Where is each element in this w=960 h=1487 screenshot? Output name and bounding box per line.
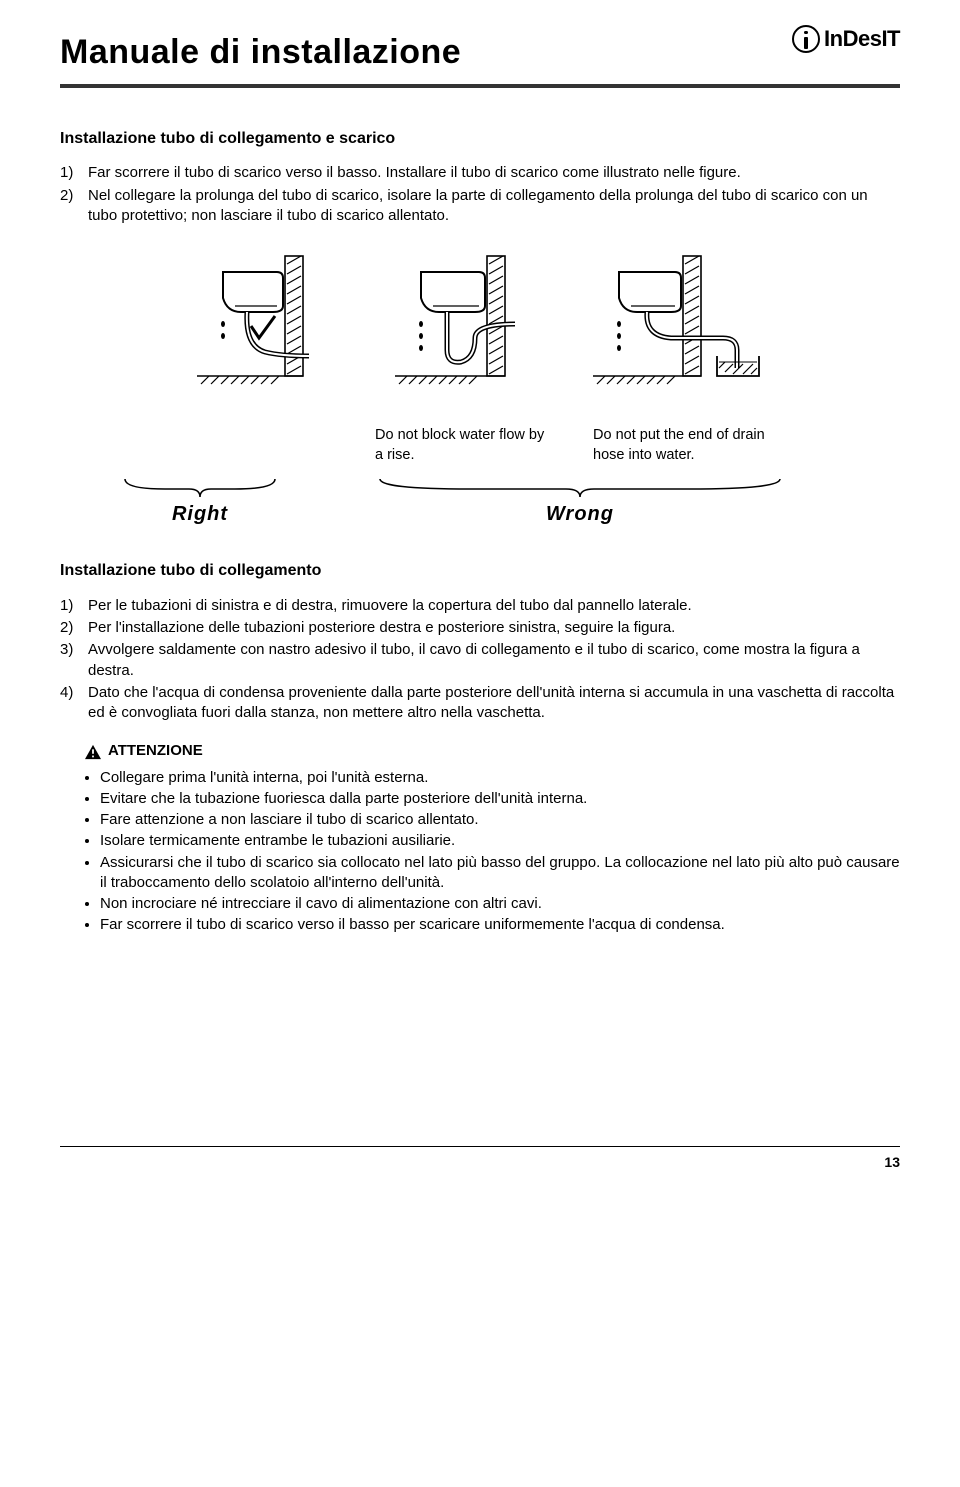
page-number: 13 (884, 1154, 900, 1170)
section2-heading: Installazione tubo di collegamento (60, 560, 900, 582)
list-item: Fare attenzione a non lasciare il tubo d… (100, 810, 900, 830)
diagram-correct-svg (177, 250, 347, 420)
brace-wrong-group: Wrong (300, 475, 860, 528)
list-item-text: Evitare che la tubazione fuoriesca dalla… (100, 790, 587, 807)
diagram-wrong-rise-svg (375, 250, 555, 420)
section2-list: 1)Per le tubazioni di sinistra e di dest… (60, 596, 900, 724)
brace-row: Right Wrong (100, 475, 860, 528)
diagram-wrong-water: Do not put the end of drain hose into wa… (583, 250, 783, 465)
list-item: 4)Dato che l'acqua di condensa provenien… (84, 683, 900, 724)
list-item-text: Nel collegare la prolunga del tubo di sc… (88, 187, 868, 224)
list-item: 1)Far scorrere il tubo di scarico verso … (84, 163, 900, 183)
list-item-text: Non incrociare né intrecciare il cavo di… (100, 895, 542, 912)
brand-logo: InDesIT (792, 24, 900, 54)
list-item: Evitare che la tubazione fuoriesca dalla… (100, 789, 900, 809)
list-item-text: Fare attenzione a non lasciare il tubo d… (100, 811, 479, 828)
brace-wrong-icon (370, 475, 790, 499)
brand-logo-icon (792, 25, 820, 53)
attention-label: ATTENZIONE (108, 741, 203, 761)
label-right: Right (172, 501, 228, 528)
list-item-text: Far scorrere il tubo di scarico verso il… (88, 164, 741, 181)
caption-water: Do not put the end of drain hose into wa… (593, 426, 773, 465)
list-item: Non incrociare né intrecciare il cavo di… (100, 894, 900, 914)
list-item-text: Avvolgere saldamente con nastro adesivo … (88, 641, 860, 678)
page-footer: 13 (60, 1146, 900, 1172)
list-item: 1)Per le tubazioni di sinistra e di dest… (84, 596, 900, 616)
page-header: Manuale di installazione InDesIT (60, 30, 900, 76)
list-item: Assicurarsi che il tubo di scarico sia c… (100, 853, 900, 894)
section1-list: 1)Far scorrere il tubo di scarico verso … (60, 163, 900, 226)
brand-name: InDesIT (824, 24, 900, 54)
caption-rise: Do not block water flow by a rise. (375, 426, 555, 465)
list-item-text: Per l'installazione delle tubazioni post… (88, 619, 675, 636)
brace-right-icon (115, 475, 285, 499)
list-item: Collegare prima l'unità interna, poi l'u… (100, 768, 900, 788)
brace-right-group: Right (100, 475, 300, 528)
attention-list: Collegare prima l'unità interna, poi l'u… (60, 768, 900, 936)
diagram-wrong-rise: Do not block water flow by a rise. (375, 250, 555, 465)
list-item: Isolare termicamente entrambe le tubazio… (100, 831, 900, 851)
drain-diagram-figure: Do not block water flow by a rise. (60, 250, 900, 528)
page-title: Manuale di installazione (60, 30, 461, 76)
list-item-text: Per le tubazioni di sinistra e di destra… (88, 597, 692, 614)
list-item: 3)Avvolgere saldamente con nastro adesiv… (84, 640, 900, 681)
header-rule (60, 84, 900, 88)
list-item-text: Far scorrere il tubo di scarico verso il… (100, 916, 725, 933)
list-item: 2)Nel collegare la prolunga del tubo di … (84, 186, 900, 227)
list-item-text: Assicurarsi che il tubo di scarico sia c… (100, 854, 900, 891)
diagram-row: Do not block water flow by a rise. (177, 250, 783, 465)
label-wrong: Wrong (546, 501, 614, 528)
list-item-text: Collegare prima l'unità interna, poi l'u… (100, 769, 428, 786)
diagram-wrong-water-svg (583, 250, 783, 420)
attention-header: ATTENZIONE (60, 741, 900, 761)
section1-heading: Installazione tubo di collegamento e sca… (60, 128, 900, 150)
list-item-text: Isolare termicamente entrambe le tubazio… (100, 832, 455, 849)
list-item: Far scorrere il tubo di scarico verso il… (100, 915, 900, 935)
list-item: 2)Per l'installazione delle tubazioni po… (84, 618, 900, 638)
list-item-text: Dato che l'acqua di condensa proveniente… (88, 684, 894, 721)
warning-icon (84, 744, 102, 760)
diagram-correct (177, 250, 347, 420)
